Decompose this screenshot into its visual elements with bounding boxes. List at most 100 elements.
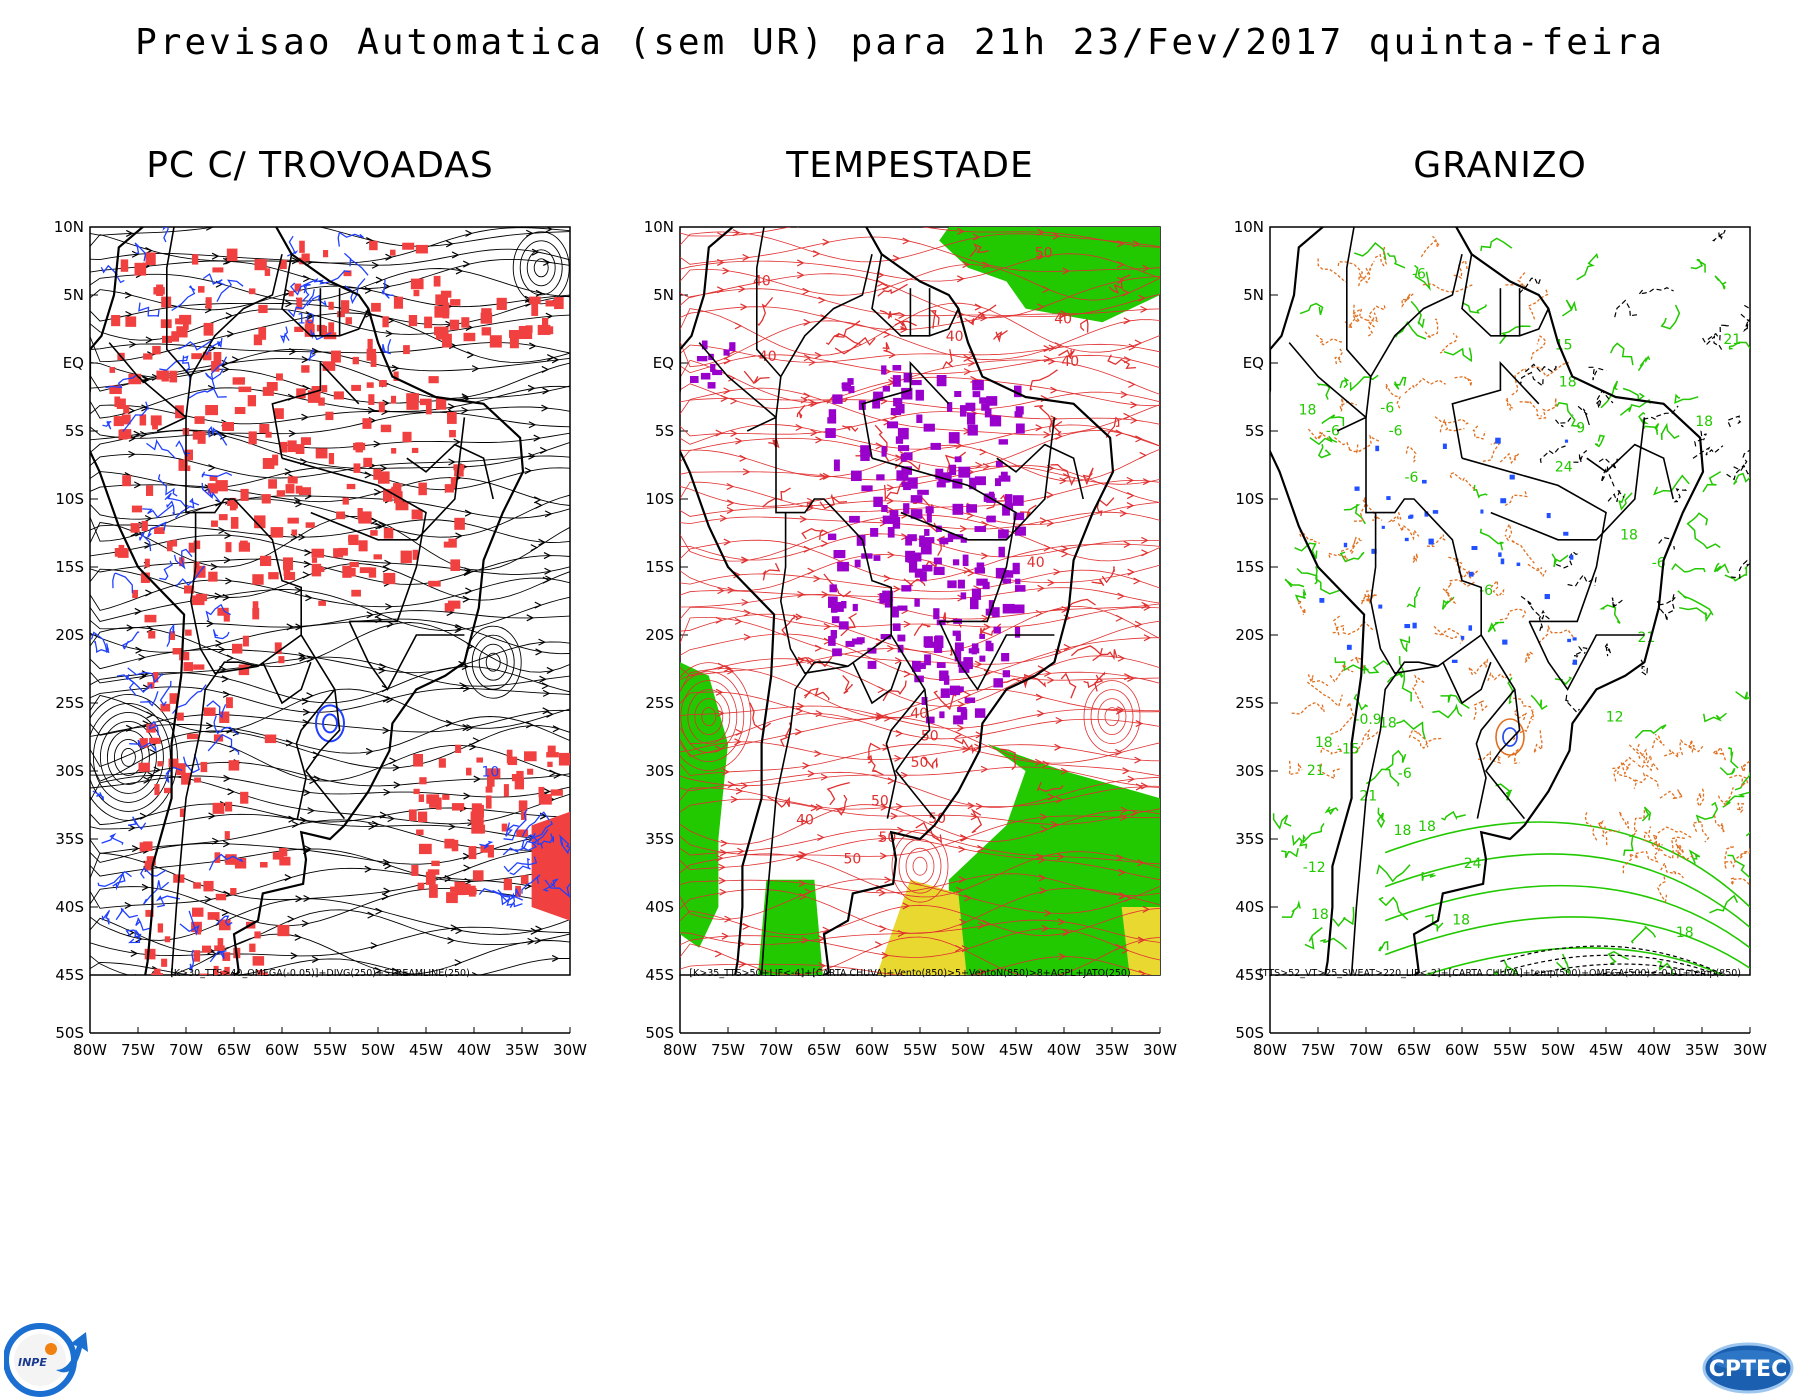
thunder-area: [455, 744, 462, 754]
wind-arrow: [1039, 813, 1048, 821]
vortex-ring: [99, 720, 157, 794]
vortex-ring: [1104, 707, 1120, 726]
storm-area: [998, 439, 1008, 445]
wind-arrow: [306, 312, 315, 320]
wind-arrow: [726, 499, 735, 507]
omega-contour: [1512, 708, 1535, 741]
wind-arrow: [286, 219, 292, 225]
temperature-contour: [1462, 302, 1488, 314]
divergence-contour: [101, 832, 124, 845]
thunder-area: [249, 943, 256, 953]
thunder-area: [217, 938, 224, 946]
thunder-area: [554, 297, 564, 310]
storm-area: [837, 602, 844, 612]
streamline: [680, 956, 1153, 975]
thunder-area: [212, 267, 224, 273]
wind-arrow: [799, 893, 807, 901]
thunder-area: [472, 824, 486, 834]
divergence-contour: [116, 674, 153, 694]
omega-contour: [1634, 772, 1660, 789]
lon-tick-label: 60W: [265, 1041, 299, 1059]
wind-arrow: [466, 724, 474, 732]
temperature-contour: [1555, 550, 1581, 569]
wind-arrow: [742, 922, 751, 930]
thunder-area: [279, 856, 291, 866]
wind-arrow: [980, 314, 988, 322]
hail-area: [1442, 443, 1447, 450]
thunder-area: [400, 550, 412, 564]
thunder-area: [276, 373, 283, 381]
storm-area: [967, 424, 978, 436]
vortex-ring: [512, 231, 570, 305]
streamline: [680, 837, 1160, 881]
wind-arrow: [1061, 550, 1069, 558]
contour-label: 50: [921, 729, 939, 745]
wind-arrow: [883, 330, 892, 339]
wind-arrow: [743, 633, 752, 641]
thunder-area: [373, 468, 382, 480]
storm-area: [896, 470, 909, 481]
thunder-area: [531, 811, 570, 921]
temperature-contour: [1507, 677, 1514, 705]
storm-area: [854, 559, 861, 568]
thunder-area: [149, 737, 161, 744]
wind-arrow: [224, 531, 232, 539]
vortex-ring: [471, 634, 515, 690]
wind-arrow: [1138, 970, 1147, 975]
storm-area: [988, 600, 994, 611]
storm-area: [1015, 585, 1026, 592]
temperature-contour: [1332, 906, 1355, 927]
thunder-area: [299, 240, 305, 253]
wind-arrow: [819, 473, 827, 481]
omega-contour: [1351, 304, 1363, 323]
omega-contour: [1612, 756, 1638, 782]
thunder-area: [123, 405, 130, 414]
thunder-area: [169, 370, 178, 383]
temperature-contour: [1660, 422, 1680, 440]
contour-label: 40: [1027, 555, 1045, 571]
storm-area: [851, 470, 862, 482]
thunder-area: [328, 301, 334, 310]
storm-area: [1004, 494, 1013, 506]
omega-contour: [1362, 499, 1383, 522]
wind-arrow: [959, 918, 967, 926]
wind-arrow: [739, 454, 747, 462]
temperature-contour: [1384, 884, 1750, 949]
contour-label: 21: [1359, 789, 1377, 805]
wind-arrow: [535, 648, 543, 656]
omega-contour: [1335, 620, 1375, 636]
wind-arrow: [1133, 577, 1141, 585]
thunder-area: [311, 548, 325, 558]
wind-arrow: [979, 448, 987, 456]
thunder-area: [148, 630, 156, 639]
wind-arrow: [295, 500, 303, 508]
thunder-area: [450, 886, 464, 893]
wind-arrow: [138, 653, 146, 661]
streamline: [680, 387, 1160, 436]
wind-arrow: [1036, 253, 1045, 261]
storm-area: [889, 510, 899, 519]
thunder-area: [197, 431, 206, 444]
hail-area: [1546, 513, 1551, 519]
wind-arrow: [1047, 793, 1056, 801]
thunder-area: [509, 330, 520, 338]
storm-area: [984, 408, 992, 418]
storm-area: [832, 394, 843, 404]
lon-tick-label: 30W: [553, 1041, 587, 1059]
thunder-area: [359, 567, 372, 574]
divergence-contour: [279, 326, 290, 344]
temperature-contour: [1644, 423, 1660, 435]
wind-arrow: [210, 563, 219, 571]
wind-arrow: [533, 496, 542, 504]
divergence-contour: [140, 691, 159, 707]
omega-contour: [1618, 811, 1630, 830]
omega-contour: [1696, 788, 1705, 808]
wind-arrow: [1135, 720, 1144, 728]
lon-tick-label: 80W: [73, 1041, 107, 1059]
omega-contour: [1424, 318, 1439, 339]
storm-area: [971, 588, 981, 600]
thunder-area: [217, 607, 229, 616]
wind-arrow: [888, 351, 897, 359]
contour-label: 50: [844, 852, 862, 868]
country-border: [1336, 416, 1526, 820]
